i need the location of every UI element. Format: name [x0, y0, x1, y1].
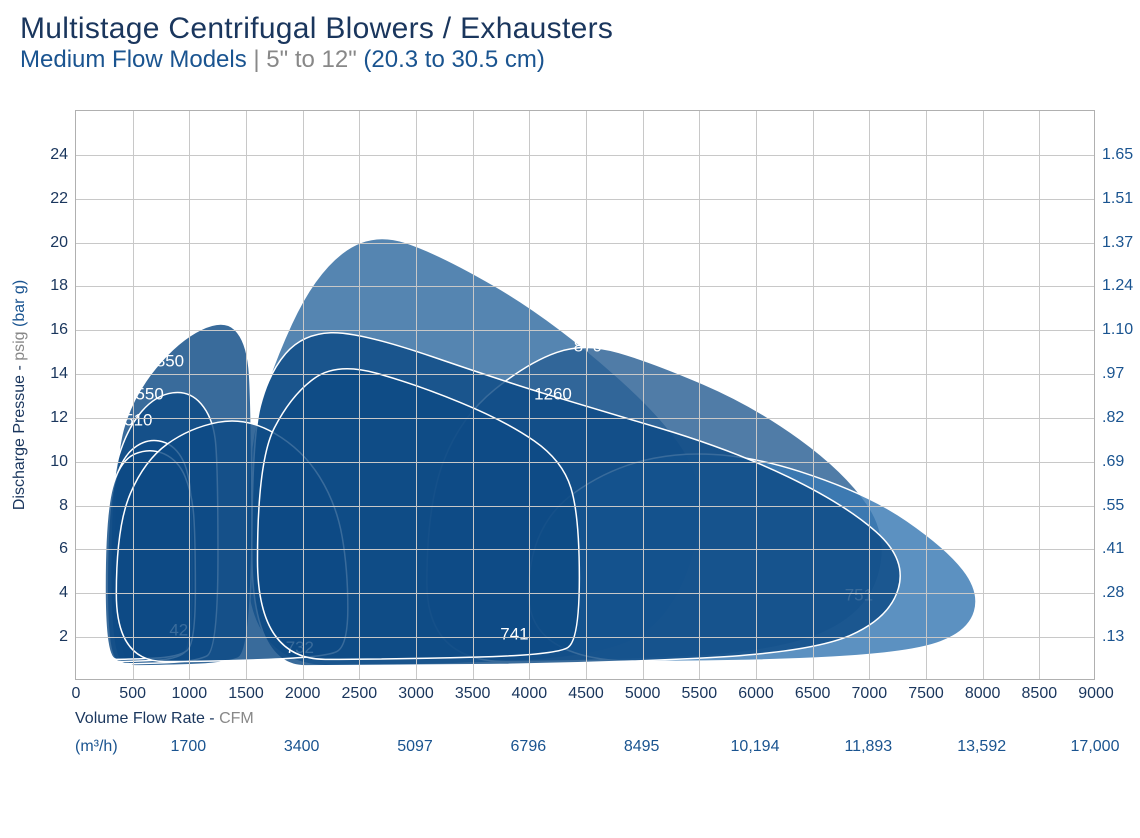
x-tick-label-m3h: 1700 [171, 738, 207, 756]
gridline-h [76, 506, 1094, 507]
region-label-510: 510 [124, 411, 152, 430]
y-axis-label-text: Discharge Pressue - [11, 361, 28, 510]
x-tick-label: 4500 [568, 685, 604, 703]
subtitle-model-class: Medium Flow Models [20, 46, 247, 73]
y-tick-label-right: .13 [1102, 628, 1124, 646]
page-subtitle: Medium Flow Models | 5" to 12" (20.3 to … [20, 46, 1140, 74]
gridline-h [76, 549, 1094, 550]
region-label-741: 741 [500, 625, 528, 644]
y-tick-label-left: 16 [50, 321, 68, 339]
x-tick-label: 1500 [228, 685, 264, 703]
y-tick-label-right: 1.10 [1102, 321, 1133, 339]
chart: 742870751126085055051042732741 050010001… [75, 110, 1095, 680]
subtitle-range-metric: (20.3 to 30.5 cm) [363, 46, 544, 73]
x-tick-label: 500 [119, 685, 146, 703]
title-block: Multistage Centrifugal Blowers / Exhaust… [0, 0, 1140, 74]
gridline-h [76, 243, 1094, 244]
x-tick-label: 9000 [1078, 685, 1114, 703]
x-tick-label-m3h: 10,194 [731, 738, 780, 756]
page-title: Multistage Centrifugal Blowers / Exhaust… [20, 12, 1140, 46]
y-tick-label-left: 10 [50, 453, 68, 471]
y-tick-label-right: .55 [1102, 497, 1124, 515]
y-tick-label-right: 1.65 [1102, 146, 1133, 164]
subtitle-range-imperial: | 5" to 12" [247, 46, 364, 73]
y-tick-label-right: .28 [1102, 584, 1124, 602]
gridline-h [76, 374, 1094, 375]
gridline-h [76, 637, 1094, 638]
x-tick-label-m3h: 13,592 [957, 738, 1006, 756]
y-axis-label: Discharge Pressue - psig (bar g) [11, 280, 29, 510]
x-tick-label: 4000 [512, 685, 548, 703]
y-tick-label-left: 4 [59, 584, 68, 602]
y-tick-label-left: 14 [50, 365, 68, 383]
y-tick-label-left: 24 [50, 146, 68, 164]
x-tick-label: 6500 [795, 685, 831, 703]
x-axis-label-primary: Volume Flow Rate - CFM [75, 710, 254, 728]
y-tick-label-right: .41 [1102, 540, 1124, 558]
gridline-h [76, 330, 1094, 331]
y-tick-label-left: 18 [50, 277, 68, 295]
gridline-h [76, 199, 1094, 200]
y-tick-label-right: .69 [1102, 453, 1124, 471]
x-tick-label: 5500 [682, 685, 718, 703]
x-tick-label: 6000 [738, 685, 774, 703]
y-axis-unit-psig: psig [11, 327, 28, 361]
y-tick-label-right: .97 [1102, 365, 1124, 383]
x-axis-label-text: Volume Flow Rate - [75, 710, 219, 727]
y-tick-label-right: 1.51 [1102, 190, 1133, 208]
x-tick-label: 7000 [852, 685, 888, 703]
x-tick-label-m3h: 17,000 [1071, 738, 1120, 756]
x-tick-label-m3h: 5097 [397, 738, 433, 756]
x-axis-unit-m3h: (m³/h) [75, 738, 118, 756]
y-axis-unit-barg: (bar g) [11, 280, 28, 327]
gridline-h [76, 155, 1094, 156]
y-tick-label-left: 6 [59, 540, 68, 558]
x-tick-label-m3h: 8495 [624, 738, 660, 756]
y-tick-label-left: 8 [59, 497, 68, 515]
x-tick-label-m3h: 11,893 [844, 738, 892, 756]
x-tick-label: 8500 [1022, 685, 1058, 703]
region-label-1260: 1260 [534, 384, 572, 403]
gridline-h [76, 286, 1094, 287]
gridline-h [76, 593, 1094, 594]
y-tick-label-left: 22 [50, 190, 68, 208]
x-tick-label: 3500 [455, 685, 491, 703]
y-tick-label-right: 1.37 [1102, 234, 1133, 252]
x-tick-label-m3h: 3400 [284, 738, 320, 756]
region-label-870: 870 [574, 336, 602, 355]
x-tick-label: 3000 [398, 685, 434, 703]
x-tick-label: 2500 [342, 685, 378, 703]
x-axis-unit-cfm: CFM [219, 710, 254, 727]
gridline-h [76, 462, 1094, 463]
y-tick-label-right: .82 [1102, 409, 1124, 427]
x-tick-label: 7500 [908, 685, 944, 703]
region-label-742: 742 [297, 238, 325, 257]
x-tick-label: 0 [72, 685, 81, 703]
y-tick-label-right: 1.24 [1102, 277, 1133, 295]
x-tick-label: 1000 [172, 685, 208, 703]
plot-area: 742870751126085055051042732741 050010001… [75, 110, 1095, 680]
region-label-850: 850 [156, 352, 184, 371]
x-tick-label: 2000 [285, 685, 321, 703]
y-tick-label-left: 2 [59, 628, 68, 646]
gridline-h [76, 418, 1094, 419]
x-tick-label-m3h: 6796 [511, 738, 547, 756]
y-tick-label-left: 12 [50, 409, 68, 427]
region-label-550: 550 [136, 384, 164, 403]
x-tick-label: 8000 [965, 685, 1001, 703]
x-tick-label: 5000 [625, 685, 661, 703]
y-tick-label-left: 20 [50, 234, 68, 252]
